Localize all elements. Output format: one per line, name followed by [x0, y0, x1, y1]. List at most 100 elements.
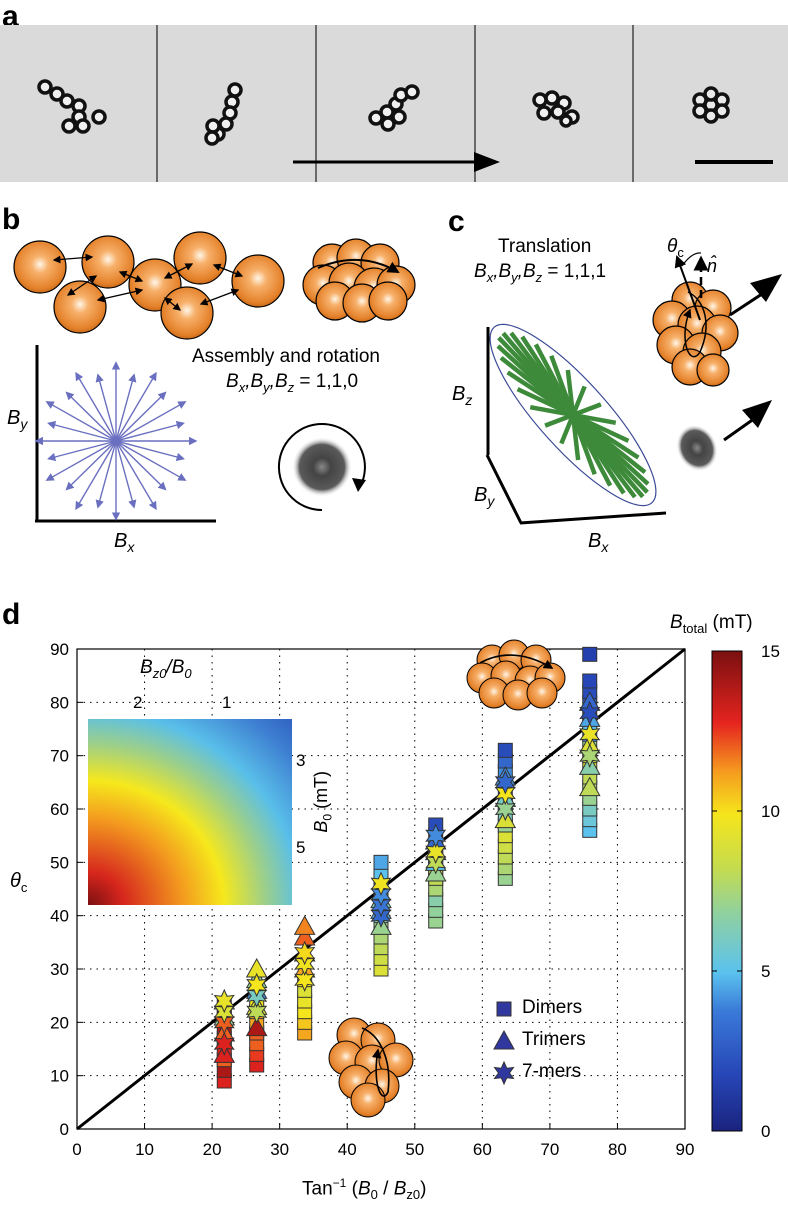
translation-arrow-bottom	[723, 400, 772, 442]
field-vector	[115, 401, 187, 442]
inset-top-tick-2: 1	[222, 693, 232, 712]
rotation-arrow-image	[277, 423, 366, 511]
heptamer-point	[246, 972, 268, 998]
trimer-point	[293, 915, 316, 935]
heptamer-point	[213, 988, 235, 1014]
panel-c-axis-z-label: Bz	[452, 383, 473, 408]
cluster-rotation-path	[683, 291, 707, 358]
y-tick-label: 0	[60, 1120, 69, 1139]
tilt-axis	[674, 255, 701, 321]
field-vector	[75, 440, 117, 511]
panel-c-title: Translation	[498, 236, 592, 257]
field-vector	[65, 440, 117, 491]
theta-arc	[681, 252, 702, 267]
field-vector	[115, 371, 157, 442]
x-tick-label: 80	[608, 1140, 627, 1159]
y-tick-label: 20	[50, 1013, 69, 1032]
y-tick-label: 70	[50, 747, 69, 766]
field-vector	[47, 420, 117, 442]
heptamer-point	[579, 722, 601, 747]
legend-marker-triangle	[493, 1029, 515, 1050]
panel-label-c: c	[448, 205, 465, 238]
inset-heatmap	[88, 719, 292, 905]
panel-b-axis-x-label: Bx	[114, 530, 135, 555]
panel-c-field-values: Bx,By,Bz = 1,1,1	[474, 261, 607, 285]
rotation-arrowhead	[352, 478, 366, 492]
colloid-cluster-frame-5	[692, 86, 730, 124]
inset-title: Bz0/B0	[140, 657, 192, 681]
panel-b-graphics	[13, 231, 416, 523]
panel-label-b: b	[2, 203, 21, 236]
legend-label-trimers: Trimers	[522, 1029, 586, 1050]
field-vector	[45, 440, 117, 481]
y-tick-label: 30	[50, 960, 69, 979]
heptamer-point	[213, 1031, 235, 1056]
panel-b-field-values: Bx,By,Bz = 1,1,0	[226, 371, 359, 395]
y-tick-label: 50	[50, 853, 69, 872]
heptamer-point	[579, 743, 601, 768]
heptamer-point	[294, 967, 316, 992]
field-vector	[45, 401, 117, 442]
colloid-chain-frame-1	[37, 79, 107, 134]
legend-marker-square	[496, 1001, 512, 1017]
y-tick-label: 90	[50, 640, 69, 659]
dimer-point	[373, 854, 389, 870]
x-tick-label: 30	[270, 1140, 289, 1159]
plot-frame	[76, 648, 686, 1130]
chart-y-axis-label: θc	[10, 870, 28, 895]
cluster-rotation-arrow	[479, 654, 554, 669]
y-tick-label: 80	[50, 693, 69, 712]
x-tick-label: 70	[540, 1140, 559, 1159]
panel-label-d: d	[2, 598, 21, 631]
field-vector	[115, 420, 185, 442]
heptamer-point	[294, 940, 316, 966]
c-axes-3d	[485, 327, 667, 525]
field-vector	[95, 440, 117, 509]
field-vector	[75, 371, 117, 442]
inset-right-tick-1: 3	[296, 751, 306, 770]
rotating-field-vectors	[34, 361, 198, 521]
interaction-arrows	[52, 253, 244, 311]
heptamer-point	[370, 871, 392, 896]
rotation-arrow-cluster	[317, 259, 400, 274]
cluster-rotation-arrow	[361, 1027, 390, 1097]
x-tick-label: 50	[405, 1140, 424, 1159]
x-tick-label: 90	[676, 1140, 695, 1159]
b-axes	[35, 345, 216, 523]
colorbar-tick-label: 0	[761, 1122, 770, 1141]
panel-label-a: a	[2, 0, 19, 33]
dimer-point	[497, 742, 513, 758]
panel-c-graphics	[485, 252, 782, 525]
colloid-chain-frame-4	[532, 90, 580, 128]
heptamer-point	[494, 770, 516, 795]
cluster-sphere	[350, 1082, 386, 1118]
field-vector	[115, 440, 137, 509]
heptamer-point	[425, 823, 447, 848]
legend-label-7mers: 7-mers	[522, 1061, 582, 1082]
legend-marker-star	[493, 1060, 515, 1086]
rotating-cluster-image	[292, 437, 352, 497]
field-origin	[113, 438, 119, 444]
field-vector	[115, 440, 185, 462]
x-tick-label: 10	[135, 1140, 154, 1159]
x-tick-label: 20	[203, 1140, 222, 1159]
field-ellipse	[489, 323, 657, 507]
trimer-point	[578, 776, 601, 797]
y-tick-label: 60	[50, 800, 69, 819]
translating-cluster-image	[676, 424, 718, 472]
heptamer-point	[246, 999, 268, 1024]
field-vector	[115, 440, 157, 511]
normal-label: n̂	[707, 256, 718, 276]
precessing-field-vectors	[496, 331, 650, 499]
field-vector	[115, 373, 137, 442]
y-tick-label: 40	[50, 907, 69, 926]
field-vector	[115, 440, 167, 491]
x-tick-label: 40	[338, 1140, 357, 1159]
heptamer-point	[425, 839, 447, 864]
time-arrow	[293, 152, 500, 172]
cluster-sphere	[526, 677, 558, 709]
colloid-chain-frame-3	[368, 84, 420, 132]
legend-label-dimers: Dimers	[522, 997, 583, 1018]
colorbar	[711, 650, 743, 1132]
